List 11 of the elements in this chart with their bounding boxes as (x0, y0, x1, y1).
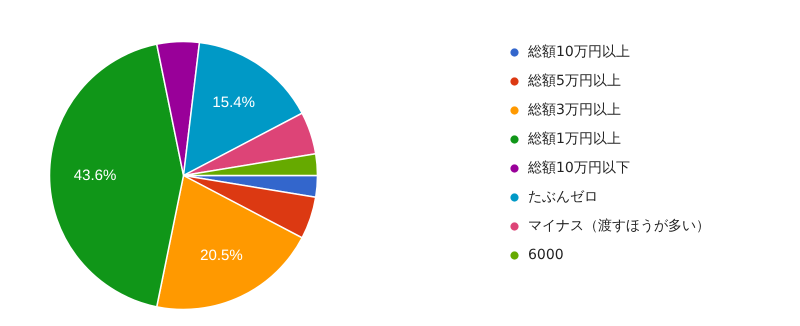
data-label: 20.5% (200, 246, 243, 264)
legend-label: マイナス（渡すほうが多い） (528, 217, 710, 235)
legend-label: 総額1万円以上 (528, 130, 621, 148)
legend-label: 総額3万円以上 (528, 101, 621, 119)
legend-label: 総額10万円以下 (528, 159, 630, 177)
legend-label: 6000 (528, 247, 564, 263)
data-label: 43.6% (74, 167, 116, 184)
legend-label: たぶんゼロ (528, 188, 598, 206)
legend-label: 総額5万円以上 (528, 72, 621, 90)
data-label: 15.4% (212, 94, 255, 112)
legend-label: 総額10万円以上 (528, 43, 630, 61)
